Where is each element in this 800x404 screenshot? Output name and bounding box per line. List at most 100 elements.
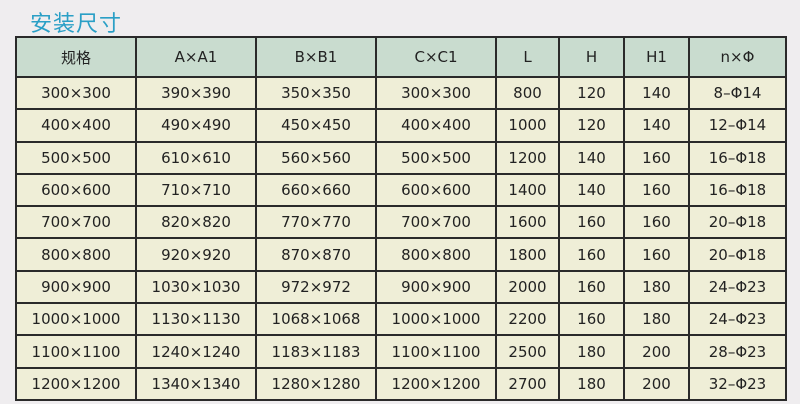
table-cell: 180 <box>558 334 625 369</box>
table-cell: 560×560 <box>255 140 377 175</box>
table-cell: 16–Φ18 <box>688 140 787 175</box>
table-cell: 800×800 <box>15 237 137 272</box>
table-cell: 1000×1000 <box>15 302 137 337</box>
column-header: B×B1 <box>255 36 377 78</box>
table-row: 400×400 490×490 450×450 400×400 1000 120 140 12… <box>15 108 787 143</box>
table-cell: 180 <box>623 302 690 337</box>
table-cell: 160 <box>623 140 690 175</box>
table-cell: 140 <box>623 75 690 111</box>
table-cell: 2500 <box>495 334 560 369</box>
table-row: 1000×1000 1130×1130 1068×1068 1000×1000 2200… <box>15 302 787 337</box>
table-cell: 820×820 <box>135 205 257 240</box>
table-cell: 160 <box>623 172 690 208</box>
table-cell: 800×800 <box>375 237 497 272</box>
table-cell: 700×700 <box>15 205 137 240</box>
column-header: n×Φ <box>688 36 787 78</box>
column-header: 规格 <box>15 36 137 78</box>
table-row: 300×300 390×390 350×350 300×300 800 120 140 8–Φ… <box>15 75 787 111</box>
table-cell: 160 <box>558 205 625 240</box>
table-cell: 450×450 <box>255 108 377 143</box>
table-cell: 160 <box>623 237 690 272</box>
table-cell: 160 <box>558 269 625 305</box>
table-cell: 1000 <box>495 108 560 143</box>
table-cell: 160 <box>623 205 690 240</box>
table-cell: 770×770 <box>255 205 377 240</box>
table-cell: 140 <box>558 172 625 208</box>
table-cell: 20–Φ18 <box>688 237 787 272</box>
table-cell: 500×500 <box>375 140 497 175</box>
table-cell: 920×920 <box>135 237 257 272</box>
table-cell: 2200 <box>495 302 560 337</box>
table-cell: 1200 <box>495 140 560 175</box>
table-cell: 140 <box>623 108 690 143</box>
table-cell: 500×500 <box>15 140 137 175</box>
table-cell: 24–Φ23 <box>688 269 787 305</box>
table-cell: 300×300 <box>375 75 497 111</box>
table-cell: 610×610 <box>135 140 257 175</box>
section-title: 安装尺寸 <box>30 12 123 37</box>
table-cell: 32–Φ23 <box>688 366 787 401</box>
table-row: 900×900 1030×1030 972×972 900×900 2000 160 180… <box>15 269 787 305</box>
column-header: H1 <box>623 36 690 78</box>
column-header: A×A1 <box>135 36 257 78</box>
table-cell: 1000×1000 <box>375 302 497 337</box>
table-cell: 1600 <box>495 205 560 240</box>
table-row: 500×500 610×610 560×560 500×500 1200 140 160 16… <box>15 140 787 175</box>
table-cell: 1130×1130 <box>135 302 257 337</box>
table-cell: 1200×1200 <box>15 366 137 401</box>
table-cell: 710×710 <box>135 172 257 208</box>
table-cell: 180 <box>623 269 690 305</box>
table-cell: 2700 <box>495 366 560 401</box>
table-cell: 1100×1100 <box>375 334 497 369</box>
table-cell: 900×900 <box>375 269 497 305</box>
table-cell: 140 <box>558 140 625 175</box>
table-cell: 160 <box>558 302 625 337</box>
table-cell: 120 <box>558 75 625 111</box>
table-cell: 490×490 <box>135 108 257 143</box>
table-cell: 1068×1068 <box>255 302 377 337</box>
table-cell: 800 <box>495 75 560 111</box>
table-row: 800×800 920×920 870×870 800×800 1800 160 160 20… <box>15 237 787 272</box>
table-cell: 1030×1030 <box>135 269 257 305</box>
table-cell: 1340×1340 <box>135 366 257 401</box>
table-cell: 972×972 <box>255 269 377 305</box>
table-cell: 1240×1240 <box>135 334 257 369</box>
table-cell: 28–Φ23 <box>688 334 787 369</box>
table-row: 1100×1100 1240×1240 1183×1183 1100×1100 2500… <box>15 334 787 369</box>
table-row: 1200×1200 1340×1340 1280×1280 1200×1200 2700… <box>15 366 787 401</box>
table-cell: 1280×1280 <box>255 366 377 401</box>
table-cell: 660×660 <box>255 172 377 208</box>
table-cell: 350×350 <box>255 75 377 111</box>
column-header: C×C1 <box>375 36 497 78</box>
column-header: H <box>558 36 625 78</box>
table-cell: 900×900 <box>15 269 137 305</box>
table-cell: 400×400 <box>375 108 497 143</box>
table-cell: 1800 <box>495 237 560 272</box>
table-cell: 200 <box>623 366 690 401</box>
table-cell: 200 <box>623 334 690 369</box>
table-cell: 160 <box>558 237 625 272</box>
table-cell: 2000 <box>495 269 560 305</box>
table-cell: 1400 <box>495 172 560 208</box>
table-header-row: 规格 A×A1 B×B1 C×C1 L H H1 n×Φ <box>15 36 787 78</box>
table-cell: 600×600 <box>375 172 497 208</box>
table-cell: 300×300 <box>15 75 137 111</box>
table-cell: 16–Φ18 <box>688 172 787 208</box>
table-cell: 12–Φ14 <box>688 108 787 143</box>
installation-dimensions-table: 规格 A×A1 B×B1 C×C1 L H H1 n×Φ 300×300 390×390 350×… <box>15 36 787 401</box>
table-cell: 400×400 <box>15 108 137 143</box>
table-cell: 1183×1183 <box>255 334 377 369</box>
table-cell: 8–Φ14 <box>688 75 787 111</box>
table-cell: 1200×1200 <box>375 366 497 401</box>
table-cell: 20–Φ18 <box>688 205 787 240</box>
table-cell: 390×390 <box>135 75 257 111</box>
table-cell: 120 <box>558 108 625 143</box>
table-row: 700×700 820×820 770×770 700×700 1600 160 160 20… <box>15 205 787 240</box>
table-cell: 870×870 <box>255 237 377 272</box>
table-cell: 700×700 <box>375 205 497 240</box>
table-cell: 180 <box>558 366 625 401</box>
table-row: 600×600 710×710 660×660 600×600 1400 140 160 16… <box>15 172 787 208</box>
table-cell: 24–Φ23 <box>688 302 787 337</box>
column-header: L <box>495 36 560 78</box>
table-cell: 600×600 <box>15 172 137 208</box>
